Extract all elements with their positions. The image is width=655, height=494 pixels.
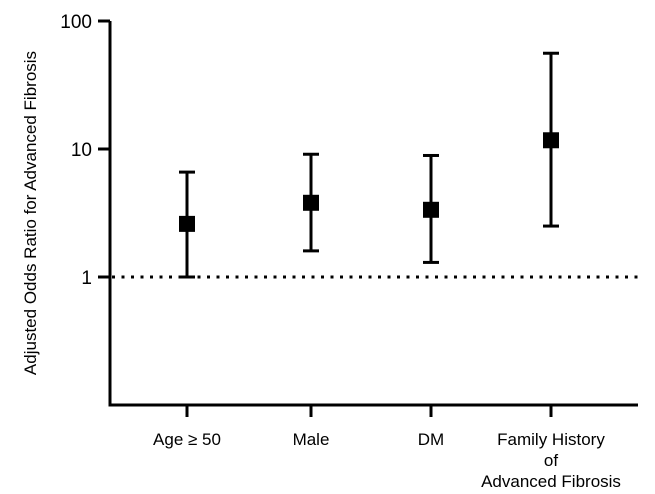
y-axis: 1 10 100 Adjusted Odds Ratio for Advanced …	[21, 12, 112, 405]
x-category-label: Age ≥ 50	[153, 430, 221, 449]
data-point-group	[543, 51, 559, 228]
y-axis-title: Adjusted Odds Ratio for Advanced Fibrosi…	[21, 51, 40, 375]
point-marker	[543, 132, 559, 149]
x-category-label: Family History of Advanced Fibrosis	[481, 430, 621, 491]
data-point-group	[303, 152, 319, 253]
y-axis-ticks: 1 10 100	[60, 12, 110, 289]
x-axis: Age ≥ 50 Male DM Family History of Advanced F…	[108, 403, 638, 491]
y-tick-label: 1	[81, 268, 92, 289]
data-point-group	[179, 170, 195, 279]
point-marker	[179, 215, 195, 232]
x-category-label: Male	[293, 430, 330, 449]
x-axis-ticks: Age ≥ 50 Male DM Family History of Advanced F…	[153, 405, 621, 491]
y-tick-label: 100	[60, 12, 92, 33]
data-points	[179, 51, 559, 279]
data-point-group	[423, 153, 439, 264]
y-tick-label: 10	[71, 140, 92, 161]
point-marker	[303, 194, 319, 211]
x-category-label: DM	[418, 430, 444, 449]
point-marker	[423, 201, 439, 218]
